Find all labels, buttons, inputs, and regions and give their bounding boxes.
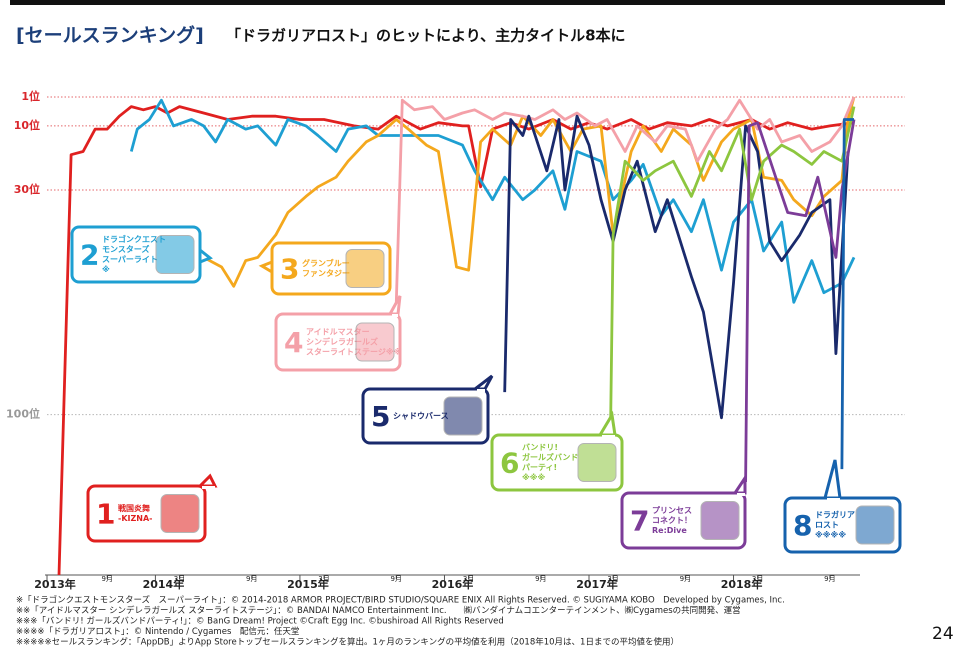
series-line <box>503 114 850 420</box>
x-tick-label: 2013年 <box>34 577 76 591</box>
callout-number: 3 <box>280 253 299 286</box>
callout-label: グランブルー <box>302 258 350 268</box>
x-tick-label: 2016年 <box>432 577 474 591</box>
footnote: ※※「アイドルマスター シンデレラガールズ スターライトステージ」：© BAND… <box>16 605 741 616</box>
callout-tail-cover <box>827 498 840 501</box>
callout: 1 戦国炎舞-KIZNA- <box>86 473 218 543</box>
x-tick-label: 3月 <box>318 575 329 583</box>
callout-label: バンドリ! <box>522 443 558 452</box>
callout-number: 6 <box>500 447 519 480</box>
callout-label: パーティ! <box>522 462 557 472</box>
series-line <box>57 105 855 576</box>
callout-tail <box>196 473 218 488</box>
callout-label: ドラガリア <box>815 510 855 520</box>
x-tick-label: 3月 <box>752 575 763 583</box>
page-number: 24 <box>932 624 954 644</box>
callout: 8 ドラガリアロスト※※※※ <box>783 459 902 554</box>
footnote: ※※※※「ドラガリアロスト」：© Nintendo / Cygames 配信元：… <box>16 626 299 637</box>
callout-tail <box>387 295 402 316</box>
y-tick-label: 10位 <box>14 118 40 132</box>
x-tick-label: 3月 <box>607 575 618 583</box>
callout-label: コネクト！ <box>652 515 692 525</box>
y-tick-label: 1位 <box>21 89 40 103</box>
callout: 6 バンドリ!ガールズバンドパーティ!※※※ <box>490 410 624 492</box>
top-bar <box>10 0 945 5</box>
callout-label: ファンタジー <box>302 268 350 278</box>
callout-number: 5 <box>371 400 390 433</box>
footnote: ※「ドラゴンクエストモンスターズ スーパーライト」：© 2014-2018 AR… <box>16 595 785 606</box>
callout-tail <box>823 459 842 500</box>
y-tick-label: 30位 <box>14 182 40 196</box>
callout: 5 シャドウバース <box>361 374 494 445</box>
callout-number: 2 <box>80 239 99 272</box>
x-tick-label: 9月 <box>680 575 691 583</box>
callout-label: スーパーライト <box>102 254 158 264</box>
x-tick-label: 9月 <box>101 575 112 583</box>
callout-label: Re:Dive <box>652 526 687 535</box>
callout-number: 4 <box>284 326 303 359</box>
app-icon <box>355 322 395 362</box>
app-icon <box>155 235 195 274</box>
series-line <box>609 106 856 418</box>
callout-label: 戦国炎舞 <box>118 503 150 513</box>
callout-label: -KIZNA- <box>118 514 153 523</box>
callout-number: 7 <box>630 505 649 538</box>
callout-tail-cover <box>602 435 615 438</box>
callout-tail-cover <box>392 314 398 317</box>
callout-label: ※※※※ <box>815 530 846 540</box>
callout-label: プリンセス <box>652 505 692 515</box>
series-line <box>744 119 856 483</box>
callout-label: シャドウバース <box>393 412 449 421</box>
callout-number: 8 <box>793 509 812 542</box>
x-tick-label: 9月 <box>535 575 546 583</box>
x-tick-label: 9月 <box>824 575 835 583</box>
series-line <box>394 96 856 303</box>
footnote: ※※※※※セールスランキング：「AppDB」よりApp Storeトップセールス… <box>16 637 679 647</box>
callout-label: モンスターズ <box>102 244 149 254</box>
callout-tail <box>258 259 274 275</box>
app-icon <box>160 494 200 533</box>
slide-title: [セールスランキング] <box>16 24 204 47</box>
app-icon <box>700 501 740 540</box>
callout-tail-cover <box>737 493 745 496</box>
x-tick-label: 9月 <box>246 575 257 583</box>
callout-tail-cover <box>477 389 485 392</box>
callout-label: ガールズバンド <box>522 452 578 462</box>
series-line <box>129 98 856 304</box>
slide-subtitle: 「ドラガリアロスト」のヒットにより、主力タイトル8本に <box>226 27 626 45</box>
footnote: ※※※「バンドリ! ガールズバンドパーティ!」：© BanG Dream! Pr… <box>16 616 504 627</box>
callout-label: アイドルマスター <box>306 327 370 337</box>
callout-tail <box>198 246 213 265</box>
app-icon <box>577 443 617 482</box>
callout-label: ※※※ <box>522 472 546 482</box>
app-icon <box>443 396 483 436</box>
x-tick-label: 2018年 <box>721 577 763 591</box>
callout-tail <box>732 473 747 495</box>
callout-tail-cover <box>202 486 215 489</box>
callout-number: 1 <box>96 498 115 531</box>
app-icon <box>855 505 895 545</box>
x-tick-label: 9月 <box>391 575 402 583</box>
x-tick-label: 2015年 <box>287 577 329 591</box>
app-icon <box>345 249 385 288</box>
x-tick-label: 3月 <box>463 575 474 583</box>
callout-tail <box>470 374 494 391</box>
callout-label: ドラゴンクエスト <box>102 234 166 244</box>
callout-tail <box>597 410 617 437</box>
series-line <box>840 118 854 470</box>
y-tick-label: 100位 <box>6 407 40 421</box>
x-tick-label: 2017年 <box>576 577 618 591</box>
callout-label: ロスト <box>815 521 839 530</box>
callout-label: シンデレラガールズ <box>306 337 378 347</box>
x-tick-label: 3月 <box>174 575 185 583</box>
x-tick-label: 2014年 <box>143 577 185 591</box>
callout-label: スターライトステージ※※ <box>306 347 402 357</box>
callout-label: ※ <box>102 264 110 274</box>
